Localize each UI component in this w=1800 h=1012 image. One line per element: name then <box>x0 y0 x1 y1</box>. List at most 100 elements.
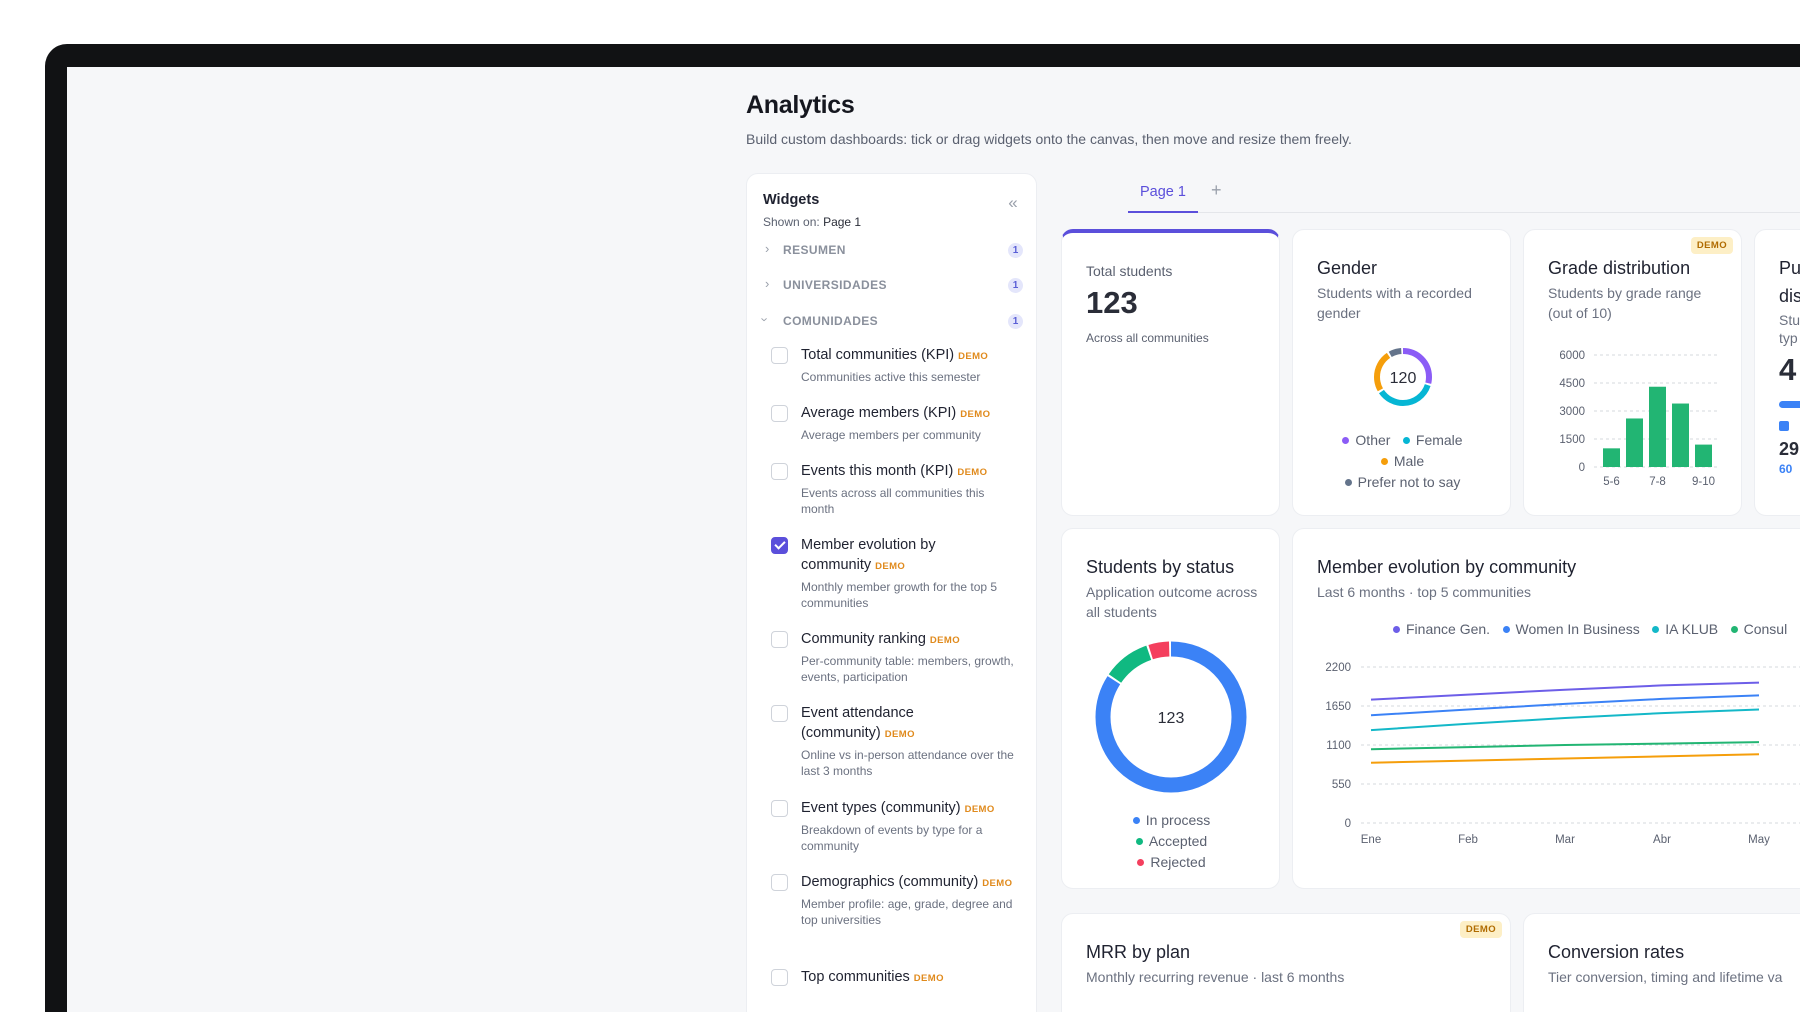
demo-tag: DEMO <box>958 351 989 362</box>
legend-dot <box>1132 817 1140 824</box>
gender-card[interactable]: Gender Students with a recorded gender 1… <box>1292 229 1511 516</box>
legend-item: Accepted <box>1135 833 1208 849</box>
section-label: UNIVERSIDADES <box>783 278 887 292</box>
y-tick-label: 1500 <box>1559 434 1585 446</box>
section-comunidades[interactable]: › COMUNIDADES 1 <box>758 311 1023 333</box>
x-tick-label: May <box>1748 834 1770 846</box>
students-by-status-card[interactable]: Students by status Application outcome a… <box>1061 528 1280 889</box>
donut-slice-in-process <box>1095 641 1247 793</box>
legend-dot <box>1502 626 1510 633</box>
widget-checkbox[interactable] <box>771 705 788 722</box>
legend-label: IA KLUB <box>1665 621 1719 637</box>
series-line <box>1370 708 1760 732</box>
series-line <box>1370 753 1760 764</box>
widgets-panel-title: Widgets <box>763 192 820 208</box>
legend-label: Male <box>1393 453 1425 469</box>
gender-legend: Other Female Male Prefer not to say <box>1293 430 1510 493</box>
mrr-by-plan-card[interactable]: DEMO MRR by plan Monthly recurring reven… <box>1061 913 1511 1012</box>
total-students-card[interactable]: Total students 123 Across all communitie… <box>1061 229 1280 516</box>
member-evolution-line-chart: 0 550 1100 1650 2200 Ene Feb Mar Abr May <box>1325 662 1800 846</box>
card-subtitle: Students with a recorded gender <box>1317 285 1472 321</box>
partial-widget-card[interactable]: Pu dis Stu typ 4 29 60 <box>1754 229 1800 516</box>
y-tick-label: 550 <box>1332 779 1351 791</box>
demo-badge: DEMO <box>1690 237 1733 254</box>
page-header: Analytics Build custom dashboards: tick … <box>746 91 1352 147</box>
widget-description: Per-community table: members, growth, ev… <box>801 654 1014 684</box>
demo-tag: DEMO <box>913 973 944 984</box>
app-screen: Analytics Build custom dashboards: tick … <box>67 67 1800 1012</box>
widget-checkbox[interactable] <box>771 631 788 648</box>
section-count-badge: 1 <box>1008 278 1023 293</box>
grade-bar-chart: 0 1500 3000 4500 6000 5-6 7-8 9-10 <box>1559 350 1719 485</box>
chevron-right-icon: › <box>765 276 770 291</box>
card-subtitle: Tier conversion, timing and lifetime va <box>1548 969 1783 985</box>
status-legend: In process Accepted Rejected <box>1062 810 1279 873</box>
legend-label: Other <box>1355 432 1391 448</box>
widget-description: Events across all communities this month <box>801 486 985 516</box>
x-tick-label: 7-8 <box>1649 476 1666 485</box>
legend-dot <box>1402 437 1410 444</box>
card-title: Gender <box>1317 258 1378 278</box>
chevron-down-icon: › <box>757 317 773 322</box>
widget-description: Member profile: age, grade, degree and t… <box>801 897 1013 927</box>
section-label: RESUMEN <box>783 243 846 257</box>
legend-dot <box>1137 859 1145 866</box>
widget-checkbox[interactable] <box>771 874 788 891</box>
demo-tag: DEMO <box>960 409 991 420</box>
grade-distribution-card[interactable]: DEMO Grade distribution Students by grad… <box>1523 229 1742 516</box>
chevron-right-icon: › <box>765 241 770 256</box>
legend-item: Rejected <box>1137 854 1206 870</box>
x-tick-label: Abr <box>1653 834 1671 846</box>
widget-description: Online vs in-person attendance over the … <box>801 748 1014 778</box>
widget-checkbox[interactable] <box>771 969 788 986</box>
series-line <box>1370 694 1760 717</box>
widget-description: Monthly member growth for the top 5 comm… <box>801 580 998 610</box>
legend-item: Female <box>1402 432 1463 448</box>
card-title-line2: dis <box>1779 286 1800 306</box>
widget-checkbox-checked[interactable] <box>771 537 788 554</box>
double-chevron-left-icon[interactable]: « <box>1008 193 1018 212</box>
section-count-badge: 1 <box>1008 314 1023 329</box>
widget-checkbox[interactable] <box>771 463 788 480</box>
card-title-line1: Pu <box>1779 258 1800 278</box>
donut-center-label: 123 <box>1158 710 1185 727</box>
card-subtitle: Application outcome across all students <box>1086 584 1258 620</box>
partial-row-percent: 60 <box>1779 462 1793 476</box>
widget-checkbox[interactable] <box>771 405 788 422</box>
legend-item: IA KLUB <box>1652 621 1718 637</box>
bar <box>1626 418 1643 467</box>
legend-item: Male <box>1380 453 1425 469</box>
donut-slice-male <box>1374 348 1432 406</box>
tab-page-1[interactable]: Page 1 <box>1128 181 1198 213</box>
y-tick-label: 1650 <box>1325 701 1351 713</box>
widget-name: Average members (KPI) <box>801 405 957 421</box>
widget-name: Demographics (community) <box>801 874 979 890</box>
plus-icon[interactable]: + <box>1211 180 1222 200</box>
legend-dot <box>1380 458 1388 465</box>
widget-name: Event types (community) <box>801 800 961 816</box>
widget-checkbox[interactable] <box>771 800 788 817</box>
demo-tag: DEMO <box>957 467 988 478</box>
kpi-note: Across all communities <box>1086 331 1209 345</box>
legend-label: Rejected <box>1150 854 1206 870</box>
section-resumen[interactable]: › RESUMEN 1 <box>763 240 1023 262</box>
legend-dot <box>1393 626 1400 633</box>
kpi-label: Total students <box>1086 263 1173 279</box>
legend-label: Accepted <box>1148 833 1208 849</box>
legend-item: Finance Gen. <box>1393 621 1490 637</box>
legend-label: Women In Business <box>1515 621 1640 637</box>
section-universidades[interactable]: › UNIVERSIDADES 1 <box>763 275 1023 297</box>
x-tick-label: 5-6 <box>1603 476 1620 485</box>
widget-name: Top communities <box>801 969 910 985</box>
card-subtitle: Monthly recurring revenue · last 6 month… <box>1086 969 1345 985</box>
legend-item: Other <box>1342 432 1390 448</box>
shown-on-label: Shown on: Page 1 <box>763 215 861 229</box>
legend-item: Women In Business <box>1502 621 1640 637</box>
legend-dot <box>1730 626 1738 633</box>
x-tick-label: Mar <box>1555 834 1575 846</box>
member-evolution-card[interactable]: Member evolution by community Last 6 mon… <box>1292 528 1800 889</box>
card-subtitle: Last 6 months · top 5 communities <box>1317 584 1531 600</box>
widget-checkbox[interactable] <box>771 347 788 364</box>
conversion-rates-card[interactable]: Conversion rates Tier conversion, timing… <box>1523 913 1800 1012</box>
donut-center-label: 120 <box>1390 370 1417 387</box>
